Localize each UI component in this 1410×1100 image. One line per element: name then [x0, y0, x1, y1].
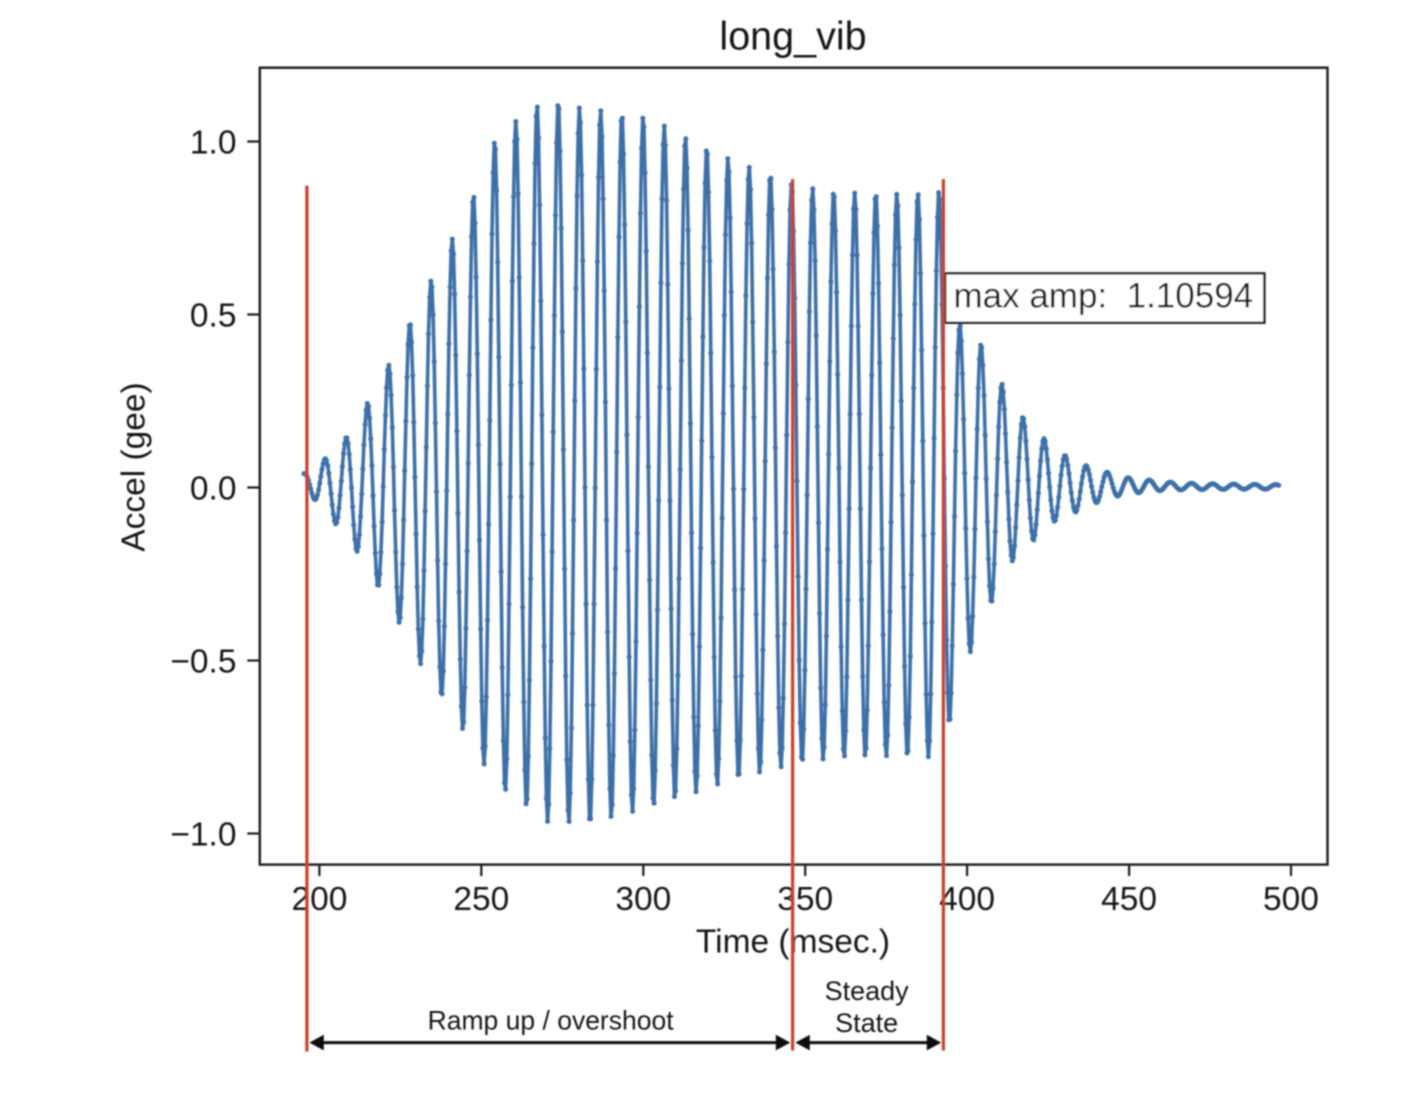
svg-text:450: 450 — [1101, 881, 1157, 918]
svg-text:0.0: 0.0 — [190, 471, 237, 508]
svg-text:1.0: 1.0 — [190, 125, 237, 162]
svg-text:−0.5: −0.5 — [170, 644, 236, 681]
svg-text:0.5: 0.5 — [190, 298, 237, 335]
svg-text:−1.0: −1.0 — [170, 817, 236, 854]
svg-text:Ramp up / overshoot: Ramp up / overshoot — [428, 1005, 675, 1035]
svg-text:long_vib: long_vib — [719, 15, 866, 59]
svg-text:350: 350 — [777, 881, 833, 918]
svg-text:400: 400 — [939, 881, 995, 918]
svg-text:200: 200 — [291, 881, 347, 918]
svg-text:max amp: 1.10594: max amp: 1.10594 — [954, 277, 1254, 316]
svg-text:Accel (gee): Accel (gee) — [116, 382, 153, 551]
svg-text:State: State — [835, 1008, 898, 1038]
svg-text:500: 500 — [1263, 881, 1319, 918]
svg-text:Steady: Steady — [825, 976, 910, 1006]
svg-text:300: 300 — [615, 881, 671, 918]
svg-text:250: 250 — [453, 881, 509, 918]
